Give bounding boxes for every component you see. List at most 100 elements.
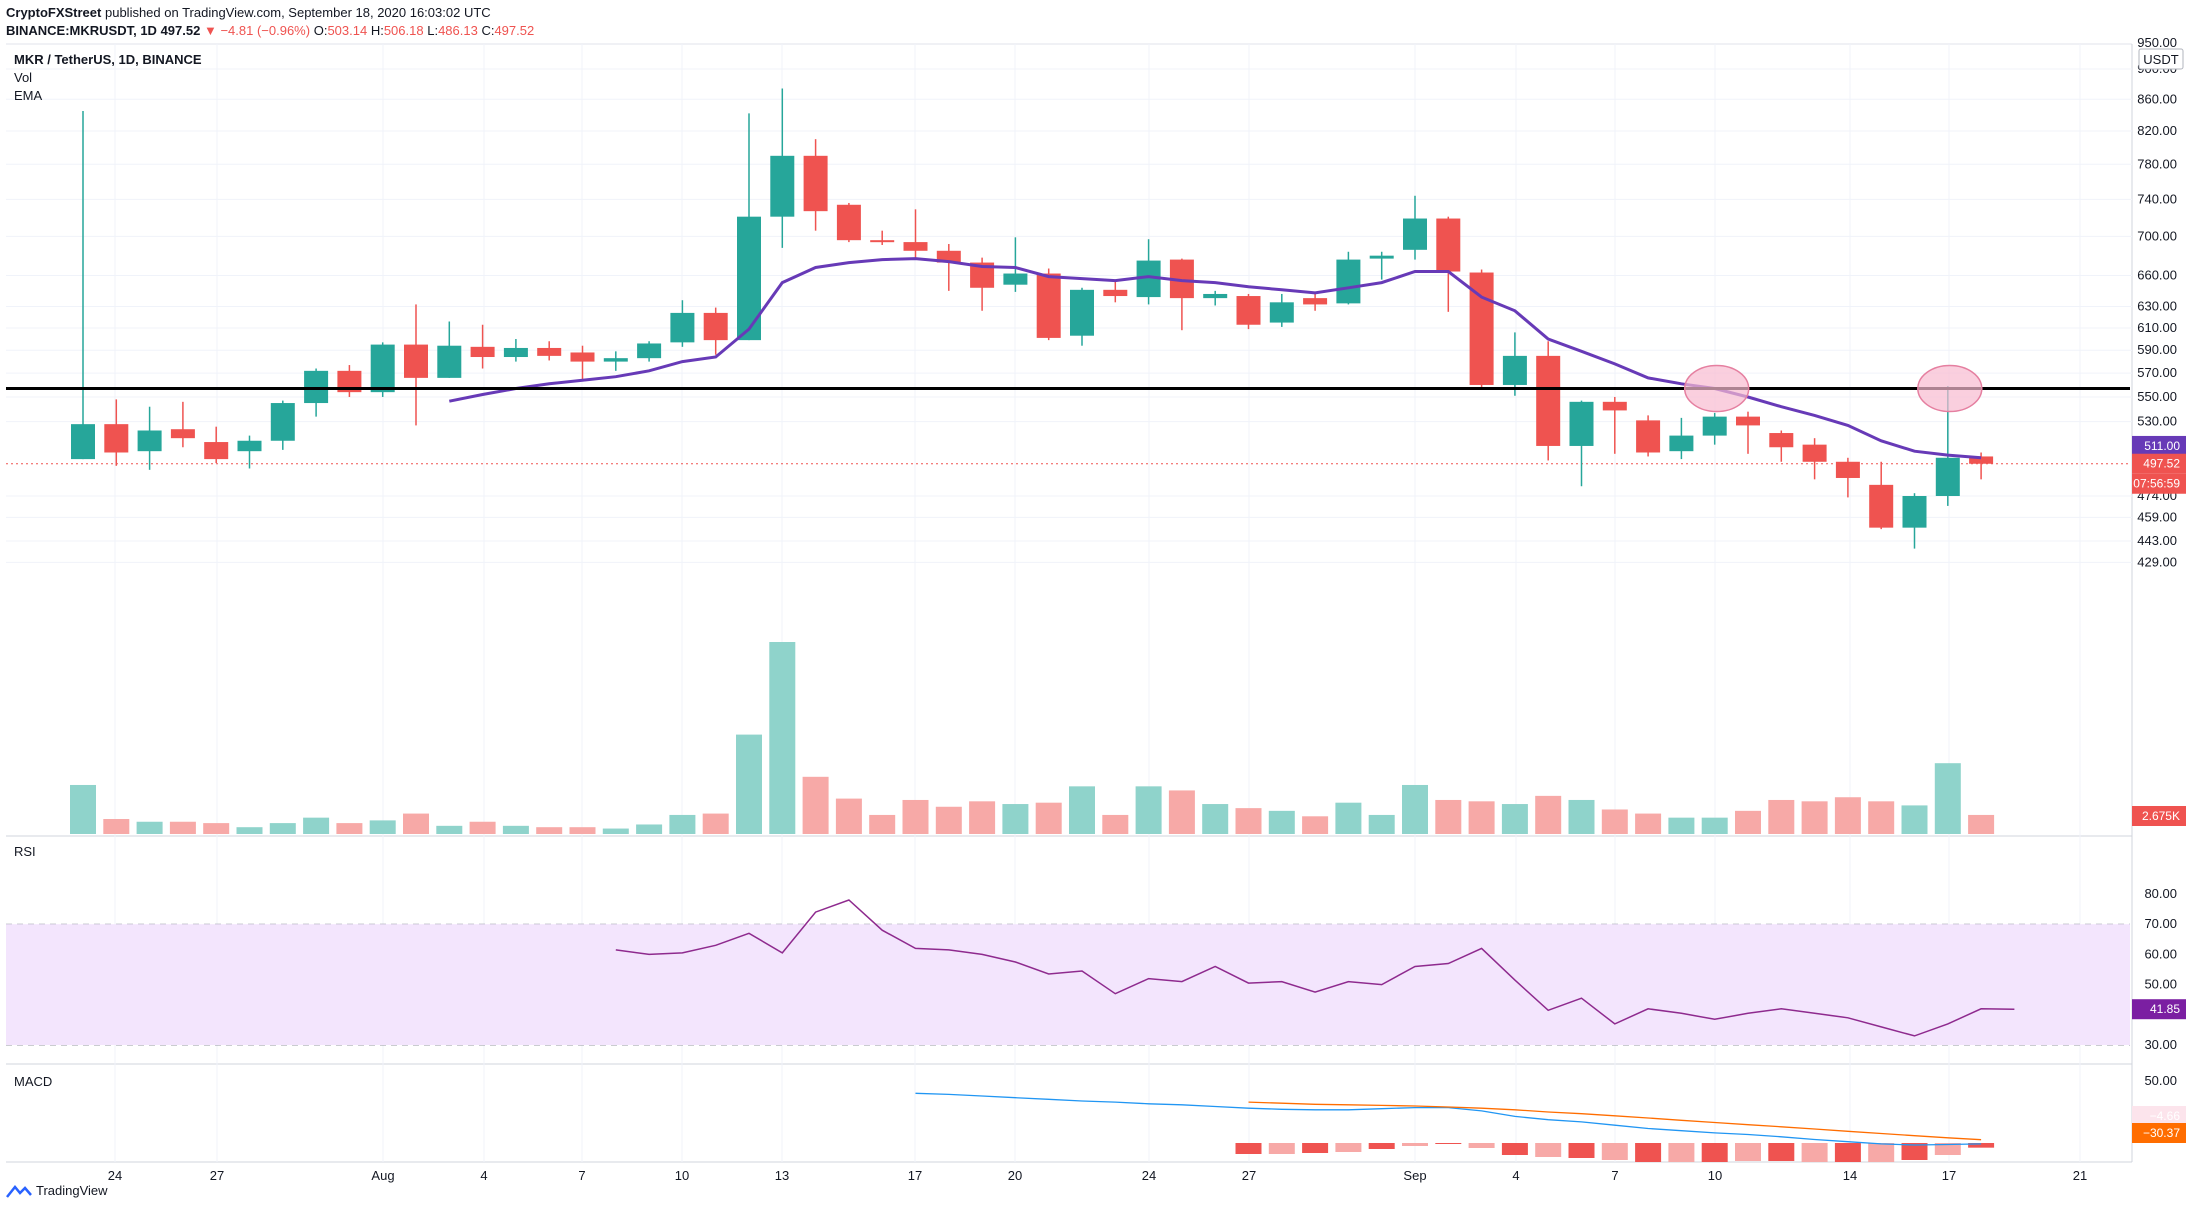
macd-hist-bar — [1235, 1143, 1262, 1154]
volume-bar — [1468, 801, 1495, 834]
volume-bar — [636, 824, 663, 834]
time-tick-label: 7 — [1611, 1168, 1618, 1183]
price-change: ▼ −4.81 (−0.96%) — [203, 23, 311, 38]
candle-body — [1769, 433, 1794, 448]
rsi-badge-box — [2132, 999, 2186, 1020]
price-tick-label: 429.00 — [2137, 554, 2177, 569]
candle — [137, 406, 162, 470]
candle-body — [270, 403, 295, 441]
candle — [1502, 332, 1527, 396]
volume-bar — [502, 825, 529, 834]
candle-body — [1736, 416, 1760, 426]
candle-body — [770, 155, 795, 217]
time-tick-label: 27 — [210, 1168, 224, 1183]
last-price: 497.52 — [160, 23, 201, 38]
macd-hist-bar — [1934, 1143, 1961, 1155]
candle — [1902, 493, 1927, 549]
candle — [637, 341, 662, 362]
candle — [104, 399, 129, 466]
candle — [703, 307, 728, 355]
volume-bar — [1635, 813, 1662, 834]
close-label: C: — [481, 23, 495, 38]
volume-bar — [769, 642, 796, 834]
time-tick-label: 27 — [1242, 1168, 1256, 1183]
volume-bar — [1368, 814, 1395, 834]
volume-bar — [1601, 809, 1628, 834]
time-tick-label: 7 — [578, 1168, 585, 1183]
volume-bar — [969, 801, 996, 834]
candle-body — [503, 347, 528, 358]
rsi-badge: 41.85 — [2150, 1002, 2180, 1016]
volume-bar — [1069, 786, 1095, 834]
legend-rsi: RSI — [14, 844, 36, 859]
volume-bar — [303, 817, 330, 834]
candle-body — [1369, 255, 1394, 259]
candle — [1702, 412, 1727, 445]
macd-hist-bar — [1601, 1143, 1628, 1160]
candle — [1536, 341, 1561, 461]
volume-bar — [1801, 801, 1828, 834]
volume-bar — [669, 814, 696, 834]
volume-bar — [436, 825, 463, 834]
volume-bar — [1002, 804, 1029, 834]
volume-bar — [236, 827, 263, 834]
rejection-circle[interactable] — [1917, 364, 1983, 413]
price-tick-label: 950.00 — [2137, 35, 2177, 50]
volume-bar — [1701, 817, 1728, 834]
macd-hist-bar — [1568, 1143, 1595, 1158]
time-tick-label: 13 — [775, 1168, 789, 1183]
currency-box[interactable] — [2138, 48, 2184, 70]
candle — [537, 341, 562, 361]
candle-body — [1602, 401, 1627, 411]
candle-body — [304, 370, 329, 404]
macd-hist-bar — [1768, 1143, 1795, 1161]
symbol-line: BINANCE:MKRUSDT, 1D — [6, 23, 157, 38]
price-tick-label: 860.00 — [2137, 91, 2177, 106]
price-tick-label: 660.00 — [2137, 268, 2177, 283]
candle — [1403, 195, 1427, 260]
candle — [870, 230, 895, 245]
candle-body — [1969, 456, 1994, 464]
axis-badges: 511.00 497.52 07:56:59 2.675K 41.85 −4.66 −30.… — [2132, 435, 2186, 1143]
volume-bar — [536, 827, 563, 834]
time-tick-label: 10 — [1708, 1168, 1722, 1183]
candle-body — [1070, 289, 1094, 336]
chart-header: CryptoFXStreet published on TradingView.… — [6, 4, 534, 40]
macd-hist-bar — [1801, 1143, 1828, 1162]
candle-body — [237, 440, 262, 452]
macd-hist-bar — [1335, 1143, 1362, 1152]
macd-signal-badge: −30.37 — [2143, 1126, 2180, 1140]
macd-hist-bar — [1435, 1143, 1462, 1144]
legend-ema: EMA — [14, 88, 43, 103]
volume-bar — [1668, 817, 1695, 834]
candle — [1336, 251, 1361, 305]
tradingview-brand[interactable]: TradingView — [6, 1183, 108, 1198]
volume-bar — [70, 784, 96, 834]
candle-body — [1269, 302, 1294, 323]
time-tick-label: 4 — [1512, 1168, 1519, 1183]
rsi-tick-label: 60.00 — [2144, 946, 2177, 961]
candle — [1869, 461, 1894, 530]
candle — [237, 435, 262, 469]
brand-label: TradingView — [36, 1183, 108, 1198]
candle-body — [570, 352, 595, 362]
candle-body — [1935, 457, 1960, 496]
candle — [1469, 269, 1494, 389]
rejection-circle[interactable] — [1683, 364, 1750, 413]
price-axis[interactable]: 900.00860.00820.00780.00740.00700.00660.… — [2137, 35, 2177, 1088]
candle — [1269, 293, 1294, 327]
time-axis[interactable]: 24 27 Aug 4 7 10 13 17 20 24 27 Sep 4 7 10 14 17 21 — [108, 1168, 2087, 1183]
low-value: 486.13 — [438, 23, 478, 38]
volume-bar — [736, 734, 762, 834]
price-tick-label: 550.00 — [2137, 389, 2177, 404]
candle — [903, 209, 928, 258]
volume-badge: 2.675K — [2142, 809, 2180, 823]
candles[interactable] — [71, 88, 1994, 549]
volume-bar — [1568, 799, 1595, 834]
candle — [470, 324, 495, 369]
candle-body — [936, 250, 961, 263]
time-tick-label: 10 — [675, 1168, 689, 1183]
volume-bar — [1768, 799, 1795, 834]
price-tick-label: 530.00 — [2137, 414, 2177, 429]
